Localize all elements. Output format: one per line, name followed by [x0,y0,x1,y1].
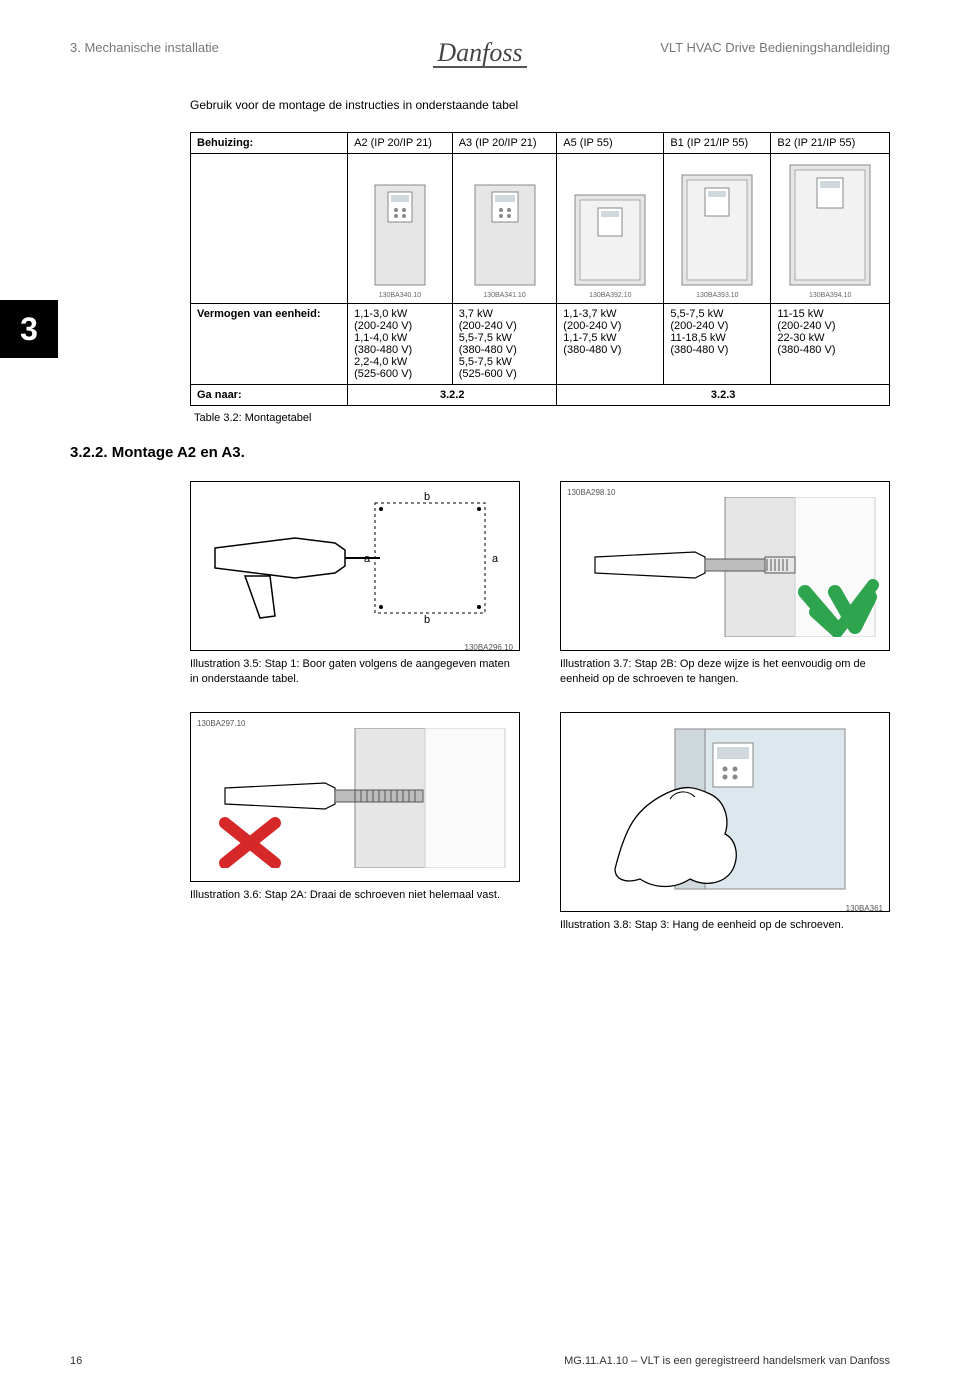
label-vermogen: Vermogen van eenheid: [191,304,348,385]
dim-b-bottom: b [424,614,430,626]
label-behuizing: Behuizing: [191,133,348,154]
table-caption: Table 3.2: Montagetabel [194,412,890,424]
cell-img-blank [191,154,348,304]
figure-3-6: 130BA297.10 Illust [190,712,520,903]
drive-icon-b1 [677,170,757,290]
drive-icon-a5 [570,190,650,290]
img-code-1: 130BA341.10 [483,292,525,299]
drive-icon-a2 [370,180,430,290]
img-code-3: 130BA393.10 [696,292,738,299]
img-code-4: 130BA394.10 [809,292,851,299]
cell-vermogen-0: 1,1-3,0 kW (200-240 V) 1,1-4,0 kW (380-4… [348,304,453,385]
header-logo-wrap: Danfoss [420,40,540,68]
img-code-2: 130BA392.10 [589,292,631,299]
cell-ganaar-left: 3.2.2 [348,385,557,406]
cell-img-1: 130BA341.10 [452,154,557,304]
cell-behuizing-3: B1 (IP 21/IP 55) [664,133,771,154]
footer-page: 16 [70,1355,82,1367]
cell-img-3: 130BA393.10 [664,154,771,304]
dim-a-left: a [364,553,371,565]
dim-b-top: b [424,491,430,503]
figure-3-5: b b a a 130BA296.10 Illustration 3.5: St… [190,481,520,688]
cell-vermogen-2: 1,1-3,7 kW (200-240 V) 1,1-7,5 kW (380-4… [557,304,664,385]
header-left: 3. Mechanische installatie [70,40,420,55]
section-heading: 3.2.2. Montage A2 en A3. [70,444,890,461]
fig37-caption: Illustration 3.7: Stap 2B: Op deze wijze… [560,657,890,688]
cell-img-2: 130BA392.10 [557,154,664,304]
cell-behuizing-2: A5 (IP 55) [557,133,664,154]
cell-ganaar-right: 3.2.3 [557,385,890,406]
table-row-images: 130BA340.10 130BA341.10 [191,154,890,304]
page-footer: 16 MG.11.A1.10 – VLT is een geregistreer… [70,1355,890,1367]
cell-behuizing-0: A2 (IP 20/IP 21) [348,133,453,154]
cell-vermogen-1: 3,7 kW (200-240 V) 5,5-7,5 kW (380-480 V… [452,304,557,385]
fig35-code: 130BA296.10 [197,643,513,652]
intro-text: Gebruik voor de montage de instructies i… [190,98,890,112]
cell-behuizing-1: A3 (IP 20/IP 21) [452,133,557,154]
dim-a-right: a [492,553,499,565]
table-row-ganaar: Ga naar: 3.2.2 3.2.3 [191,385,890,406]
spec-table: Behuizing: A2 (IP 20/IP 21) A3 (IP 20/IP… [190,132,890,406]
label-ganaar: Ga naar: [191,385,348,406]
footer-text: MG.11.A1.10 – VLT is een geregistreerd h… [564,1355,890,1367]
cell-vermogen-4: 11-15 kW (200-240 V) 22-30 kW (380-480 V… [771,304,890,385]
drill-icon: b b a a [197,488,513,638]
header-right: VLT HVAC Drive Bedieningshandleiding [540,40,890,55]
fig35-caption: Illustration 3.5: Stap 1: Boor gaten vol… [190,657,520,688]
table-row-behuizing: Behuizing: A2 (IP 20/IP 21) A3 (IP 20/IP… [191,133,890,154]
figure-3-7: 130BA298.10 Illust [560,481,890,688]
cell-behuizing-4: B2 (IP 21/IP 55) [771,133,890,154]
hang-unit-icon [567,719,883,899]
table-row-vermogen: Vermogen van eenheid: 1,1-3,0 kW (200-24… [191,304,890,385]
bolt-incorrect-icon [197,728,513,868]
fig37-code: 130BA298.10 [567,488,883,497]
chapter-tab: 3 [0,300,58,358]
fig38-code: 130BA361 [567,904,883,913]
figure-3-8: 130BA361 Illustration 3.8: Stap 3: Hang … [560,712,890,933]
bolt-correct-icon [567,497,883,637]
fig36-code: 130BA297.10 [197,719,513,728]
cell-img-4: 130BA394.10 [771,154,890,304]
drive-icon-a3 [470,180,540,290]
fig36-caption: Illustration 3.6: Stap 2A: Draai de schr… [190,888,520,903]
fig38-caption: Illustration 3.8: Stap 3: Hang de eenhei… [560,918,890,933]
drive-icon-b2 [785,160,875,290]
cell-img-0: 130BA340.10 [348,154,453,304]
img-code-0: 130BA340.10 [379,292,421,299]
page-header: 3. Mechanische installatie Danfoss VLT H… [70,40,890,68]
danfoss-logo: Danfoss [433,40,526,68]
cell-vermogen-3: 5,5-7,5 kW (200-240 V) 11-18,5 kW (380-4… [664,304,771,385]
